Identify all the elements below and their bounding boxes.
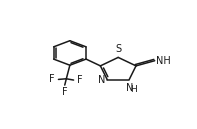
Text: F: F xyxy=(62,87,68,97)
Text: N: N xyxy=(98,75,105,85)
Text: S: S xyxy=(115,44,122,54)
Text: NH: NH xyxy=(156,56,171,66)
Text: N: N xyxy=(126,83,133,93)
Text: H: H xyxy=(130,85,137,94)
Text: F: F xyxy=(77,75,83,85)
Text: F: F xyxy=(49,74,55,84)
